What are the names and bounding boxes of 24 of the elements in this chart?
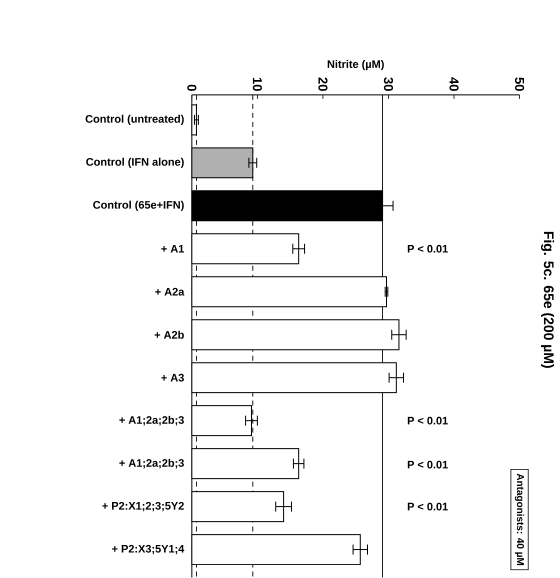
y-tick-label: + A2a (155, 288, 185, 296)
y-tick-label: + A2b (154, 330, 184, 339)
y-tick-label: Control (untreated) (86, 114, 184, 125)
y-tick-label: + A1;2a;2b;3 (120, 458, 184, 468)
x-tick-label: 30 (384, 77, 394, 91)
y-tick-label: Control (65e+IFN) (93, 200, 184, 211)
y-tick-label: + A3 (162, 374, 184, 382)
x-tick-label: 20 (318, 77, 328, 91)
y-tick-label: + A1;2a;2b;3 (120, 416, 184, 426)
annotation: P < 0.01 (408, 502, 448, 510)
y-tick-label: Control (IFN alone) (86, 158, 184, 168)
annotation: P < 0.01 (408, 460, 448, 468)
y-tick-label: + A1 (162, 245, 184, 253)
x-tick-label: 0 (187, 84, 197, 91)
text: Fig. 5c. 65e (200 µM) (541, 232, 554, 368)
x-tick-label: 40 (450, 77, 459, 91)
annotation: P < 0.01 (408, 244, 448, 253)
y-tick-label: + P2:X3;5Y1;4 (112, 544, 184, 554)
x-tick-label: 50 (515, 77, 524, 91)
y-tick-label: + P2:X1;2;3;5Y2 (102, 502, 184, 512)
annotation: Antagonists: 40 µM (515, 474, 524, 566)
annotation: P < 0.01 (408, 416, 448, 425)
x-tick-label: 10 (253, 78, 262, 91)
x-axis-title: Nitrite (µM) (328, 60, 384, 70)
